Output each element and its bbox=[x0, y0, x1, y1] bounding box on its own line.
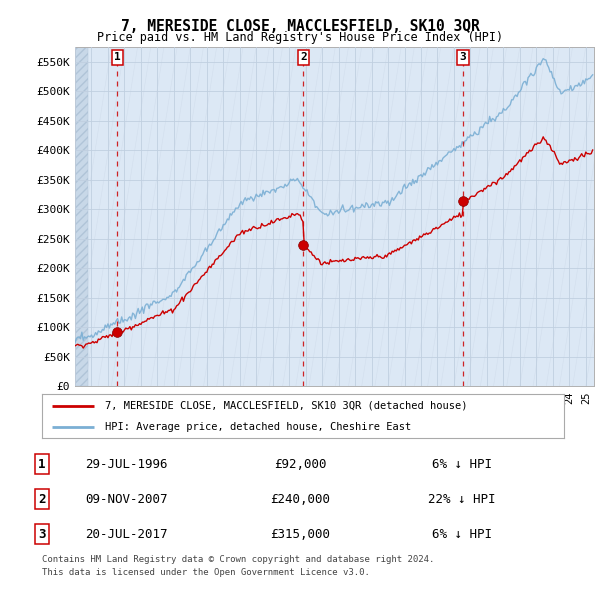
Text: 2: 2 bbox=[300, 53, 307, 62]
Polygon shape bbox=[75, 47, 88, 386]
Text: Contains HM Land Registry data © Crown copyright and database right 2024.: Contains HM Land Registry data © Crown c… bbox=[42, 555, 434, 563]
Text: 20-JUL-2017: 20-JUL-2017 bbox=[85, 527, 167, 540]
Text: This data is licensed under the Open Government Licence v3.0.: This data is licensed under the Open Gov… bbox=[42, 568, 370, 576]
Text: £315,000: £315,000 bbox=[270, 527, 330, 540]
Text: 2: 2 bbox=[38, 493, 46, 506]
Text: 6% ↓ HPI: 6% ↓ HPI bbox=[432, 527, 492, 540]
Text: 3: 3 bbox=[38, 527, 46, 540]
Text: Price paid vs. HM Land Registry's House Price Index (HPI): Price paid vs. HM Land Registry's House … bbox=[97, 31, 503, 44]
Text: 29-JUL-1996: 29-JUL-1996 bbox=[85, 458, 167, 471]
Text: HPI: Average price, detached house, Cheshire East: HPI: Average price, detached house, Ches… bbox=[104, 422, 411, 432]
Text: 3: 3 bbox=[460, 53, 466, 62]
Text: £92,000: £92,000 bbox=[274, 458, 326, 471]
Text: 09-NOV-2007: 09-NOV-2007 bbox=[85, 493, 167, 506]
Text: 6% ↓ HPI: 6% ↓ HPI bbox=[432, 458, 492, 471]
Text: 1: 1 bbox=[38, 458, 46, 471]
Text: 1: 1 bbox=[114, 53, 121, 62]
Text: 7, MERESIDE CLOSE, MACCLESFIELD, SK10 3QR: 7, MERESIDE CLOSE, MACCLESFIELD, SK10 3Q… bbox=[121, 19, 479, 34]
Text: 22% ↓ HPI: 22% ↓ HPI bbox=[428, 493, 496, 506]
Text: £240,000: £240,000 bbox=[270, 493, 330, 506]
Text: 7, MERESIDE CLOSE, MACCLESFIELD, SK10 3QR (detached house): 7, MERESIDE CLOSE, MACCLESFIELD, SK10 3Q… bbox=[104, 401, 467, 411]
